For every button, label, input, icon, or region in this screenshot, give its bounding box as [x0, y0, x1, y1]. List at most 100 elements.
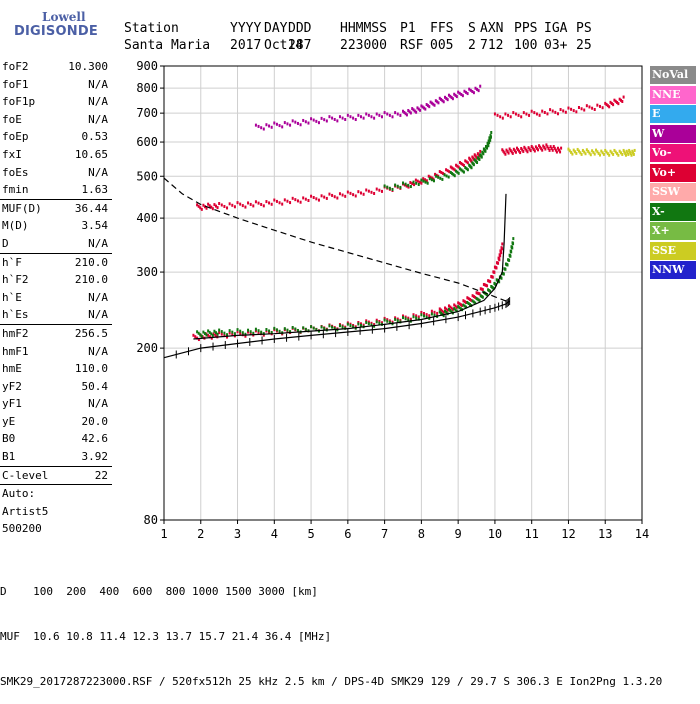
echo-point	[312, 196, 315, 200]
echo-point	[606, 104, 609, 108]
echo-point	[629, 152, 632, 156]
echo-point	[457, 165, 460, 169]
echo-point	[375, 187, 378, 191]
echo-point	[428, 177, 431, 181]
echo-point	[323, 326, 326, 330]
echo-point	[556, 112, 559, 116]
param-value: N/A	[88, 112, 108, 126]
echo-point	[438, 96, 441, 100]
echo-point	[502, 272, 505, 276]
legend-item: Vo+	[650, 163, 696, 182]
echo-point	[315, 197, 318, 201]
param-name: foF1	[2, 77, 29, 91]
echo-point	[450, 310, 453, 314]
echo-point	[331, 325, 334, 329]
header-title-9: PPS	[514, 21, 538, 36]
echo-point	[211, 333, 214, 337]
echo-point	[604, 101, 607, 105]
y-tick-label: 80	[144, 513, 158, 527]
echo-trace	[567, 147, 636, 157]
param-row: B0 42.6	[0, 430, 112, 448]
echo-point	[546, 112, 549, 116]
echo-point	[336, 196, 339, 200]
x-tick-label: 7	[381, 527, 388, 541]
echo-point	[423, 314, 426, 318]
echo-point	[504, 267, 507, 271]
echo-point	[570, 150, 573, 154]
echo-point	[449, 305, 452, 309]
echo-point	[506, 263, 509, 267]
echo-point	[430, 312, 433, 316]
echo-point	[568, 149, 571, 153]
echo-point	[479, 149, 482, 153]
echo-point	[472, 295, 475, 299]
echo-point	[499, 115, 502, 119]
legend-item: Vo-	[650, 144, 696, 162]
echo-point	[449, 309, 452, 313]
echo-point	[417, 317, 420, 321]
echo-point	[524, 147, 527, 151]
echo-point	[463, 89, 466, 93]
echo-point	[547, 147, 550, 151]
echo-point	[325, 119, 328, 123]
legend-item: SSE	[650, 241, 696, 260]
echo-point	[576, 147, 579, 151]
echo-point	[415, 314, 418, 318]
param-row: M(D) 3.54	[0, 217, 112, 235]
echo-point	[558, 148, 561, 152]
echo-point	[493, 112, 496, 116]
echo-point	[359, 191, 362, 195]
echo-point	[442, 100, 445, 104]
echo-point	[281, 202, 284, 206]
echo-point	[270, 330, 273, 334]
echo-point	[331, 193, 334, 197]
echo-point	[441, 177, 444, 181]
echo-point	[425, 103, 428, 107]
param-row: hmE 110.0	[0, 360, 112, 378]
echo-point	[489, 289, 492, 293]
echo-point	[474, 301, 477, 305]
param-value: 256.5	[74, 326, 108, 340]
echo-point	[623, 150, 626, 154]
param-value: N/A	[88, 165, 108, 179]
echo-point	[357, 190, 360, 194]
echo-point	[367, 322, 370, 326]
echo-point	[247, 330, 250, 334]
echo-point	[459, 303, 462, 307]
echo-point	[449, 170, 452, 174]
echo-point	[396, 112, 399, 116]
echo-point	[472, 300, 475, 304]
echo-point	[439, 176, 442, 180]
echo-point	[388, 321, 391, 325]
logo-line1: Lowell	[42, 10, 86, 24]
echo-point	[553, 146, 556, 150]
echo-point	[416, 179, 419, 183]
echo-point	[370, 115, 373, 119]
echo-point	[452, 167, 455, 171]
echo-point	[531, 146, 534, 150]
echo-point	[617, 102, 620, 106]
header-value-1: 2017	[230, 38, 262, 53]
echo-point	[465, 160, 468, 164]
echo-point	[370, 190, 373, 194]
echo-point	[559, 108, 562, 112]
echo-point	[208, 204, 211, 208]
echo-point	[362, 116, 365, 120]
echo-point	[534, 145, 537, 149]
echo-point	[320, 116, 323, 120]
echo-point	[338, 324, 341, 328]
echo-point	[218, 328, 221, 332]
echo-point	[428, 105, 431, 109]
chart-marks	[163, 84, 636, 362]
echo-point	[383, 316, 386, 320]
param-value: 3.54	[81, 219, 109, 233]
echo-trace	[196, 237, 515, 338]
echo-point	[468, 303, 471, 307]
x-tick-label: 13	[598, 527, 612, 541]
echo-point	[378, 113, 381, 117]
echo-point	[216, 332, 219, 336]
echo-point	[525, 112, 528, 116]
param-name: hmF1	[2, 344, 29, 358]
echo-point	[495, 266, 498, 270]
echo-point	[273, 121, 276, 125]
